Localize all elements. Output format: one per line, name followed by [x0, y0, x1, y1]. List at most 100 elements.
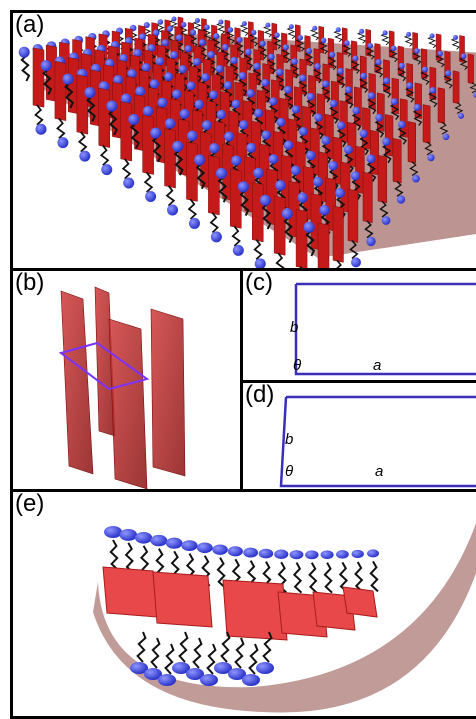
protein-sheet — [423, 105, 430, 144]
lipid-tail — [310, 563, 317, 593]
lipid-head — [306, 48, 312, 54]
lipid-head — [336, 550, 349, 558]
lipid-head — [231, 155, 241, 165]
protein-sheet — [393, 138, 401, 183]
lipid-head — [351, 171, 360, 180]
angle-theta-label: θ — [293, 357, 301, 374]
membrane-lattice-3d-illustration — [13, 13, 476, 273]
lipid-head — [359, 29, 364, 34]
lipid-head — [265, 23, 270, 28]
lipid-tail — [189, 199, 196, 219]
lipid-head — [194, 154, 205, 165]
lipid-tail — [356, 562, 363, 592]
lipid-head — [230, 57, 237, 64]
lipid-head — [298, 35, 304, 41]
lipid-head — [383, 30, 388, 35]
lipid-head — [344, 145, 353, 154]
lipid-head — [172, 90, 181, 99]
lipid-head — [412, 175, 420, 183]
lipid-tail — [222, 632, 230, 662]
lipid-head — [321, 38, 327, 44]
lipid-head — [162, 39, 169, 46]
lipid-head — [314, 63, 321, 70]
lipid-head — [224, 132, 234, 142]
lipid-head — [382, 138, 390, 146]
lipid-head — [242, 674, 260, 686]
lipid-head — [367, 154, 376, 163]
lipid-head — [190, 29, 196, 35]
lipid-head — [239, 72, 247, 80]
lipid-head — [63, 74, 74, 85]
lipid-head — [172, 141, 183, 152]
lipid-head — [276, 69, 283, 76]
panel-b: (b) — [10, 268, 244, 494]
lipid-tail — [57, 118, 64, 138]
protein-sheet — [77, 75, 88, 134]
lipid-head — [328, 161, 337, 170]
lipid-head — [194, 100, 203, 109]
lipid-head — [337, 68, 344, 75]
lipid-head — [165, 118, 175, 128]
side-b-label: b — [285, 431, 293, 448]
lipid-tail — [180, 632, 188, 662]
lipid-head — [443, 133, 450, 140]
lipid-head — [291, 58, 298, 65]
lipid-head — [176, 34, 183, 41]
lipid-head — [232, 100, 241, 109]
lipid-head — [268, 53, 275, 60]
lipid-head — [181, 540, 197, 551]
lipid-head — [292, 105, 300, 113]
lipid-head — [167, 26, 173, 32]
panel-d: (d) b θ a — [240, 380, 476, 494]
lipid-head — [461, 53, 467, 59]
protein-sheet — [55, 61, 66, 120]
protein-sheet — [378, 155, 387, 203]
panel-b-label: (b) — [15, 269, 44, 297]
lipid-head — [157, 98, 167, 108]
lipid-head — [19, 47, 30, 58]
lipid-head — [366, 237, 375, 246]
protein-sheet — [151, 309, 185, 476]
lipid-head — [299, 127, 308, 136]
lipid-head — [218, 20, 223, 25]
lipid-head — [254, 109, 263, 118]
protein-sheet — [274, 196, 285, 255]
lipid-head — [164, 72, 173, 81]
lipid-head — [128, 114, 139, 125]
lipid-head — [284, 86, 292, 94]
lipid-head — [239, 120, 248, 129]
unit-cell-rectangular — [243, 271, 476, 384]
protein-sheet — [99, 88, 110, 147]
lipid-head — [406, 32, 411, 37]
lipid-head — [119, 529, 137, 541]
lipid-head — [199, 39, 206, 46]
lipid-head — [238, 181, 249, 192]
protein-sheet — [318, 223, 329, 273]
panel-c-label: (c) — [245, 269, 273, 297]
lipid-head — [336, 27, 341, 32]
lipid-head — [158, 674, 176, 686]
lipid-tail — [126, 543, 133, 573]
protein-sheet — [408, 121, 416, 163]
lipid-head — [406, 82, 413, 89]
lipid-tail — [79, 132, 86, 152]
lipid-head — [224, 81, 232, 89]
lipid-head — [382, 216, 391, 225]
lipid-head — [330, 100, 338, 108]
lipid-head — [297, 192, 307, 202]
lipid-head — [245, 49, 252, 56]
protein-sheet — [223, 580, 287, 640]
lipid-head — [314, 113, 322, 121]
lipid-head — [283, 44, 289, 50]
lipid-head — [306, 151, 315, 160]
lipid-head — [104, 526, 122, 538]
lipid-head — [269, 97, 277, 105]
lipid-head — [212, 545, 228, 555]
lipid-head — [123, 178, 134, 189]
lipid-head — [398, 121, 406, 129]
lipid-tail — [255, 240, 262, 260]
lipid-head — [158, 19, 164, 25]
panel-a: (a) — [10, 10, 476, 273]
lipid-tail — [167, 186, 174, 206]
lipid-head — [246, 143, 256, 153]
